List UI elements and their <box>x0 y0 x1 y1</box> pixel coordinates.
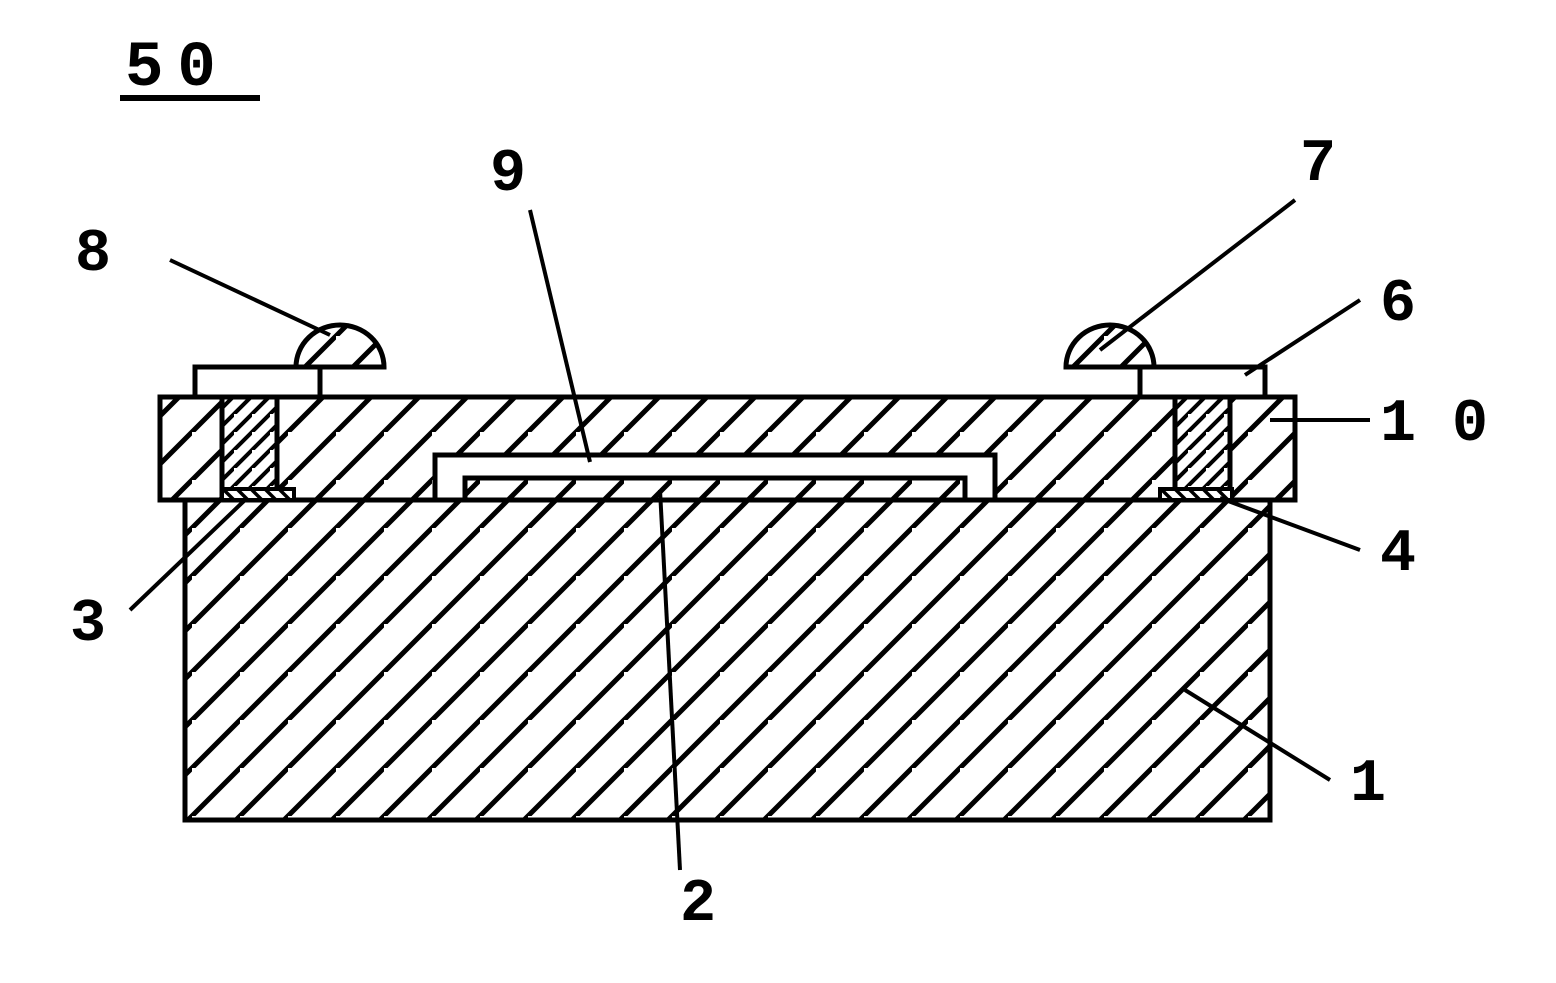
label-10: 1 0 <box>1380 391 1488 459</box>
pad-left-7 <box>195 367 320 397</box>
bump-left-8 <box>296 325 384 367</box>
label-8: 8 <box>75 221 111 289</box>
bump-right-8 <box>1066 325 1154 367</box>
figure-ref: 50 <box>125 33 230 105</box>
label-2: 2 <box>680 871 716 939</box>
cross-section <box>160 325 1295 820</box>
label-6: 6 <box>1380 271 1416 339</box>
substrate-1 <box>185 500 1270 820</box>
label-9: 9 <box>490 141 526 209</box>
label-1: 1 <box>1350 751 1386 819</box>
label-7: 7 <box>1300 131 1336 199</box>
plug-left-6 <box>222 397 277 500</box>
pad-right-7 <box>1140 367 1265 397</box>
leader-8 <box>170 260 330 335</box>
leader-7 <box>1100 200 1295 350</box>
leader-6 <box>1245 300 1360 375</box>
bond-left-3 <box>222 489 294 500</box>
plug-right-6 <box>1175 397 1230 500</box>
label-4: 4 <box>1380 521 1416 589</box>
element-2 <box>465 478 965 500</box>
label-3: 3 <box>70 591 106 659</box>
